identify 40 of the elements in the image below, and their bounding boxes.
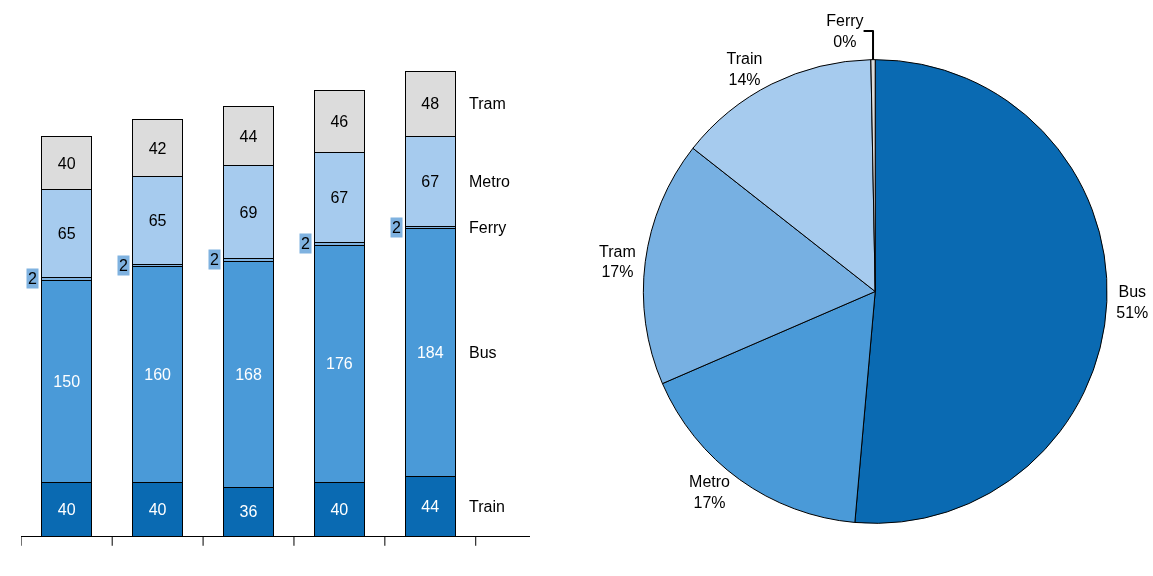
data-label: 2 [119,257,128,274]
data-label: 160 [144,365,172,383]
slice-label: Tram [599,242,636,260]
data-label: 36 [239,503,258,521]
data-label: 65 [57,225,76,243]
data-label: 40 [148,500,167,518]
series-label: Metro [469,173,510,190]
data-label: 14% [728,70,761,88]
data-label: 2 [28,270,37,287]
data-label: 0% [833,32,857,50]
slice-label: Train [726,49,763,67]
series-label: Train [469,498,505,515]
slice-label: Bus [1118,282,1147,300]
data-label: 44 [421,497,440,515]
series-label: Tram [469,95,506,112]
series-label: Ferry [469,219,507,236]
data-label: 40 [330,500,349,518]
data-label: 184 [416,344,444,362]
data-label: 17% [693,493,726,511]
data-label: 2 [392,219,401,236]
data-label: 48 [421,95,440,113]
data-label: 46 [330,112,349,130]
data-label: 67 [330,188,349,206]
data-label: 150 [53,372,81,390]
data-label: 17% [601,263,634,281]
data-label: 168 [235,365,262,383]
data-label: 40 [57,154,76,172]
data-label: 2 [210,251,219,268]
data-label: 65 [148,211,167,229]
data-label: 40 [57,500,76,518]
slice-label: Metro [689,473,731,491]
data-label: 51% [1116,303,1149,321]
data-label: 176 [326,355,353,373]
data-label: 67 [421,172,440,190]
data-label: 44 [239,127,258,145]
data-label: 42 [148,139,167,157]
data-label: 69 [239,203,258,221]
slice-label: Ferry [826,12,864,30]
series-label: Bus [469,344,497,361]
data-label: 2 [301,235,310,252]
